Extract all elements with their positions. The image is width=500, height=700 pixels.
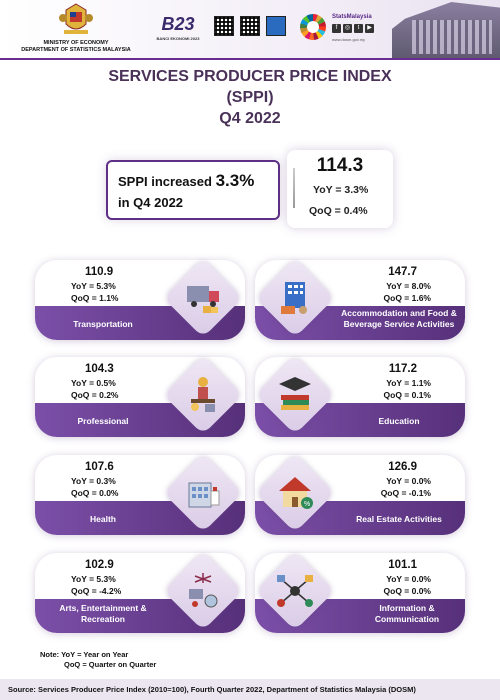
instagram-icon[interactable]: ◎ bbox=[343, 24, 352, 33]
source-text: Source: Services Producer Price Index (2… bbox=[8, 685, 416, 694]
header-divider bbox=[0, 58, 500, 60]
title-line: SERVICES PRODUCER PRICE INDEX bbox=[108, 68, 392, 85]
note-qoq: QoQ = Quarter on Quarter bbox=[64, 660, 157, 669]
stats-malaysia-title: StatsMalaysia bbox=[332, 14, 372, 20]
card-qoq: QoQ = 0.0% bbox=[383, 586, 431, 596]
summary-increase: 3.3% bbox=[215, 171, 255, 190]
card-qoq: QoQ = -0.1% bbox=[380, 488, 431, 498]
department-line: DEPARTMENT OF STATISTICS MALAYSIA bbox=[21, 46, 131, 53]
card-value: 147.7 bbox=[388, 266, 417, 278]
summary-suffix: in Q4 2022 bbox=[118, 195, 184, 210]
abbreviation-note: Note: YoY = Year on Year QoQ = Quarter o… bbox=[40, 650, 156, 670]
title-line: (SPPI) bbox=[226, 89, 274, 106]
hospital-icon bbox=[188, 482, 220, 508]
qr-code-icon bbox=[240, 16, 260, 36]
card-value: 117.2 bbox=[388, 363, 417, 375]
source-footer: Source: Services Producer Price Index (2… bbox=[0, 679, 500, 700]
card-yoy: YoY = 0.0% bbox=[386, 476, 431, 486]
header-banner: MINISTRY OF ECONOMY DEPARTMENT OF STATIS… bbox=[0, 0, 500, 58]
card-arts-entertainment: 102.9 YoY = 5.3% QoQ = -4.2% Arts, Enter… bbox=[35, 551, 245, 633]
card-label: Professional bbox=[77, 416, 129, 426]
card-value: 102.9 bbox=[85, 559, 114, 571]
card-yoy: YoY = 0.0% bbox=[386, 574, 431, 584]
banci-logo-mark: B23 bbox=[161, 14, 195, 34]
card-professional: 104.3 YoY = 0.5% QoQ = 0.2% Professional bbox=[35, 355, 245, 437]
twitter-icon[interactable]: t bbox=[354, 24, 363, 33]
overall-index-box: 114.3 YoY = 3.3% QoQ = 0.4% bbox=[287, 150, 393, 228]
note-yoy: Note: YoY = Year on Year bbox=[40, 650, 129, 659]
card-label: Information & Communication bbox=[374, 603, 440, 624]
house-icon: % bbox=[279, 477, 313, 509]
card-value: 126.9 bbox=[388, 461, 417, 473]
social-icons: f ◎ t ▶ bbox=[332, 24, 374, 33]
network-icon bbox=[277, 575, 313, 607]
card-yoy: YoY = 5.3% bbox=[71, 574, 116, 584]
page-title: SERVICES PRODUCER PRICE INDEX (SPPI) Q4 … bbox=[0, 66, 500, 129]
card-label: Transportation bbox=[73, 319, 133, 329]
card-value: 110.9 bbox=[85, 266, 114, 278]
banci-caption: BANCI EKONOMI 2023 bbox=[156, 36, 200, 41]
card-label: Real Estate Activities bbox=[356, 514, 442, 524]
youtube-icon[interactable]: ▶ bbox=[365, 24, 374, 33]
svg-text:%: % bbox=[304, 501, 310, 508]
overall-yoy: YoY = 3.3% bbox=[313, 184, 369, 196]
overall-qoq: QoQ = 0.4% bbox=[309, 205, 368, 217]
card-information-communication: 101.1 YoY = 0.0% QoQ = 0.0% Information … bbox=[255, 551, 465, 633]
card-qoq: QoQ = 0.2% bbox=[71, 390, 119, 400]
ministry-name: MINISTRY OF ECONOMY DEPARTMENT OF STATIS… bbox=[6, 40, 146, 53]
card-yoy: YoY = 0.5% bbox=[71, 378, 116, 388]
truck-icon bbox=[187, 286, 219, 313]
card-qoq: QoQ = 0.1% bbox=[383, 390, 431, 400]
arts-icon bbox=[189, 573, 218, 608]
overall-index-value: 114.3 bbox=[316, 155, 364, 176]
card-label: Arts, Entertainment & Recreation bbox=[59, 603, 147, 624]
banci-ekonomi-logo: B23 BANCI EKONOMI 2023 bbox=[150, 14, 206, 48]
books-icon bbox=[279, 377, 311, 410]
facebook-icon[interactable]: f bbox=[332, 24, 341, 33]
sdg-wheel-icon bbox=[300, 14, 326, 40]
ministry-line: MINISTRY OF ECONOMY bbox=[43, 40, 109, 46]
card-label: Education bbox=[378, 416, 420, 426]
card-health: 107.6 YoY = 0.3% QoQ = 0.0% Health bbox=[35, 453, 245, 535]
coat-of-arms-icon bbox=[59, 3, 93, 34]
card-qoq: QoQ = 1.1% bbox=[71, 293, 119, 303]
card-yoy: YoY = 5.3% bbox=[71, 281, 116, 291]
qr-code-icon bbox=[214, 16, 234, 36]
app-qr-icon bbox=[266, 16, 286, 36]
card-qoq: QoQ = 1.6% bbox=[383, 293, 431, 303]
website-url[interactable]: www.dosm.gov.my bbox=[332, 37, 366, 42]
divider bbox=[293, 168, 295, 208]
building-photo bbox=[392, 2, 500, 58]
card-label: Accommodation and Food & Beverage Servic… bbox=[341, 308, 457, 329]
card-accommodation: 147.7 YoY = 8.0% QoQ = 1.6% Accommodatio… bbox=[255, 258, 465, 340]
card-yoy: YoY = 0.3% bbox=[71, 476, 116, 486]
card-value: 101.1 bbox=[388, 559, 417, 571]
card-qoq: QoQ = -4.2% bbox=[71, 586, 122, 596]
title-line: Q4 2022 bbox=[219, 110, 281, 127]
card-label: Health bbox=[90, 514, 116, 524]
professional-icon bbox=[191, 377, 215, 412]
card-education: 117.2 YoY = 1.1% QoQ = 0.1% Education bbox=[255, 355, 465, 437]
hotel-icon bbox=[281, 282, 307, 314]
card-yoy: YoY = 8.0% bbox=[386, 281, 431, 291]
summary-prefix: SPPI increased bbox=[118, 174, 212, 189]
summary-statement: SPPI increased 3.3% in Q4 2022 bbox=[106, 160, 280, 220]
card-value: 107.6 bbox=[85, 461, 114, 473]
card-value: 104.3 bbox=[85, 363, 114, 375]
card-qoq: QoQ = 0.0% bbox=[71, 488, 119, 498]
card-real-estate: 126.9 YoY = 0.0% QoQ = -0.1% Real Estate… bbox=[255, 453, 465, 535]
card-yoy: YoY = 1.1% bbox=[386, 378, 431, 388]
card-transportation: 110.9 YoY = 5.3% QoQ = 1.1% Transportati… bbox=[35, 258, 245, 340]
